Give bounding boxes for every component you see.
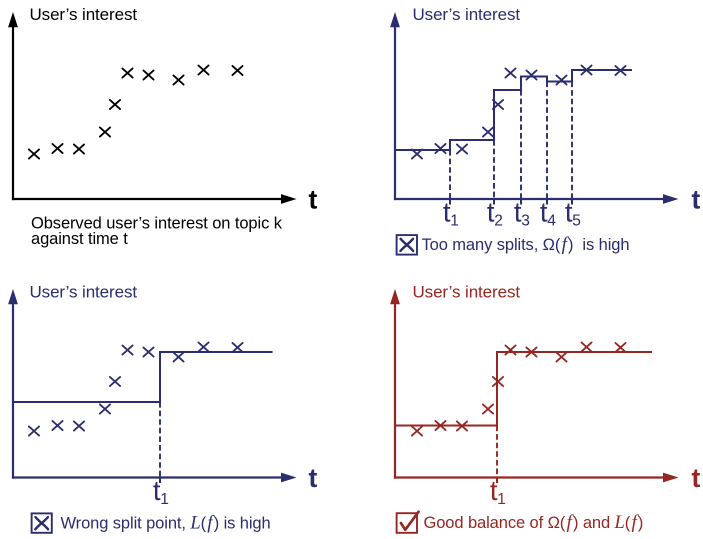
svg-text:t: t [540, 197, 548, 228]
svg-text:User’s interest: User’s interest [413, 5, 521, 24]
svg-text:t: t [692, 463, 701, 493]
svg-text:User’s interest: User’s interest [413, 283, 521, 302]
svg-text:t: t [490, 475, 498, 506]
svg-text:t: t [309, 185, 318, 215]
svg-text:User’s interest: User’s interest [30, 5, 138, 24]
svg-text:5: 5 [572, 212, 581, 229]
svg-text:against time t: against time t [31, 230, 128, 248]
svg-text:t: t [565, 197, 573, 228]
svg-text:4: 4 [547, 212, 556, 229]
svg-text:t: t [514, 197, 522, 228]
svg-text:Good balance of Ω( f ) and L(: Good balance of Ω( f ) and L( f ) [424, 512, 644, 533]
svg-text:t: t [443, 197, 451, 228]
svg-text:Too many splits, Ω( f ) is hi: Too many splits, Ω( f ) is high [422, 234, 630, 255]
svg-text:User’s interest: User’s interest [30, 283, 138, 302]
svg-text:t: t [309, 463, 318, 493]
svg-text:3: 3 [521, 212, 530, 229]
svg-text:1: 1 [450, 212, 459, 229]
svg-text:1: 1 [497, 491, 506, 508]
svg-text:Observed user’s interest on to: Observed user’s interest on topic k [31, 215, 283, 233]
svg-text:1: 1 [160, 491, 169, 508]
svg-text:t: t [487, 197, 495, 228]
svg-text:t: t [692, 185, 701, 215]
svg-text:2: 2 [494, 212, 503, 229]
svg-text:Wrong split point, L( f ) is h: Wrong split point, L( f ) is high [61, 512, 271, 533]
svg-text:t: t [153, 475, 161, 506]
